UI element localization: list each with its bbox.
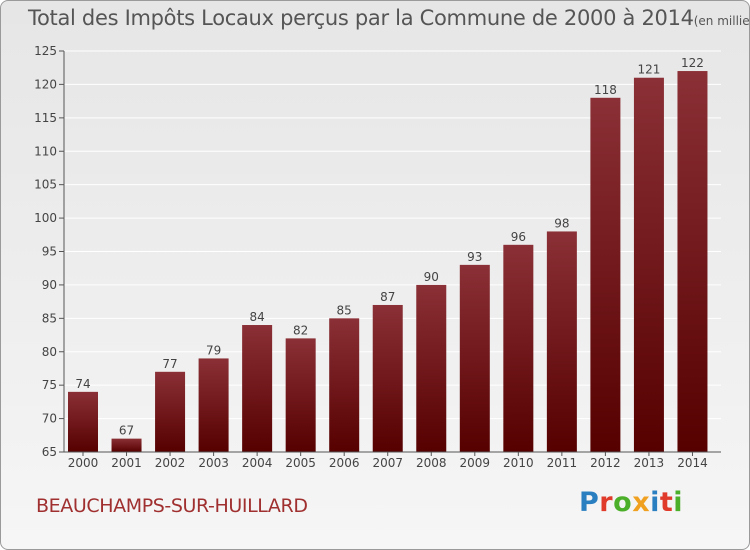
x-tick-label-2011: 2011 bbox=[547, 456, 578, 470]
bar-2006 bbox=[329, 318, 360, 452]
x-tick-label-2001: 2001 bbox=[111, 456, 142, 470]
y-tick-label: 90 bbox=[42, 278, 57, 292]
value-label-2004: 84 bbox=[249, 310, 264, 324]
x-tick-label-2002: 2002 bbox=[155, 456, 186, 470]
logo-letter: o bbox=[613, 487, 633, 518]
bar-2012 bbox=[590, 97, 621, 453]
y-tick-label: 85 bbox=[42, 311, 57, 325]
logo-letter: i bbox=[650, 487, 660, 518]
bar-2009 bbox=[459, 264, 490, 452]
y-tick-label: 70 bbox=[42, 412, 57, 426]
y-tick-label: 95 bbox=[42, 245, 57, 259]
y-tick-label: 80 bbox=[42, 345, 57, 359]
bar-2013 bbox=[633, 77, 664, 452]
bar-2000 bbox=[68, 391, 98, 452]
axes: 65 70 75 80 85 90 95 100 105 110 115 120 125 2000 2001… bbox=[34, 44, 721, 470]
logo-letter: r bbox=[599, 487, 614, 518]
value-label-2014: 122 bbox=[681, 56, 704, 70]
y-tick-label: 100 bbox=[34, 211, 57, 225]
value-label-2012: 118 bbox=[594, 83, 617, 97]
x-tick-label-2004: 2004 bbox=[242, 456, 273, 470]
y-tick-label: 125 bbox=[34, 44, 57, 58]
bar-2011 bbox=[546, 231, 577, 452]
bar-2005 bbox=[285, 338, 316, 452]
value-label-2007: 87 bbox=[380, 290, 395, 304]
y-tick-label: 120 bbox=[34, 77, 57, 91]
value-label-2003: 79 bbox=[206, 343, 221, 357]
logo-letter: P bbox=[579, 487, 600, 518]
bar-2008 bbox=[416, 284, 447, 452]
x-tick-label-2012: 2012 bbox=[590, 456, 621, 470]
value-labels: 74 67 77 79 84 82 85 87 90 93 96 98 118 121 122 bbox=[75, 56, 704, 438]
value-label-2009: 93 bbox=[467, 250, 482, 264]
logo-letter: x bbox=[632, 487, 651, 518]
logo-letter: i bbox=[673, 487, 684, 518]
value-label-2002: 77 bbox=[162, 357, 177, 371]
x-tick-label-2010: 2010 bbox=[503, 456, 534, 470]
bar-2010 bbox=[503, 244, 534, 452]
commune-name: BEAUCHAMPS-SUR-HUILLARD bbox=[36, 495, 308, 517]
y-tick-label: 105 bbox=[34, 178, 57, 192]
bar-2003 bbox=[198, 358, 229, 452]
value-label-2011: 98 bbox=[554, 216, 569, 230]
value-label-2001: 67 bbox=[119, 424, 134, 438]
x-tick-label-2014: 2014 bbox=[677, 456, 708, 470]
bar-2004 bbox=[242, 325, 273, 452]
chart-title-text: Total des Impôts Locaux perçus par la Co… bbox=[28, 6, 694, 30]
value-label-2005: 82 bbox=[293, 323, 308, 337]
proxiti-logo[interactable]: Proxiti bbox=[579, 487, 683, 518]
chart-unit: (en milliers d'€) bbox=[693, 14, 750, 28]
value-label-2000: 74 bbox=[75, 377, 90, 391]
value-label-2013: 121 bbox=[637, 63, 660, 77]
value-label-2008: 90 bbox=[424, 270, 439, 284]
x-tick-label-2008: 2008 bbox=[416, 456, 447, 470]
y-tick-label: 75 bbox=[42, 378, 57, 392]
x-tick-label-2013: 2013 bbox=[634, 456, 665, 470]
x-tick-label-2007: 2007 bbox=[372, 456, 403, 470]
logo-letter: t bbox=[659, 487, 674, 518]
y-tick-label: 65 bbox=[42, 445, 57, 459]
x-tick-label-2006: 2006 bbox=[329, 456, 360, 470]
x-tick-label-2005: 2005 bbox=[285, 456, 316, 470]
chart-title: Total des Impôts Locaux perçus par la Co… bbox=[28, 6, 750, 30]
bar-2001 bbox=[111, 438, 142, 452]
bar-2007 bbox=[372, 304, 403, 452]
bar-2002 bbox=[155, 371, 186, 452]
x-tick-label-2009: 2009 bbox=[460, 456, 491, 470]
x-tick-label-2003: 2003 bbox=[198, 456, 229, 470]
value-label-2006: 85 bbox=[337, 303, 352, 317]
y-tick-label: 110 bbox=[34, 144, 57, 158]
value-label-2010: 96 bbox=[511, 230, 526, 244]
x-tick-label-2000: 2000 bbox=[68, 456, 99, 470]
y-tick-label: 115 bbox=[34, 111, 57, 125]
bars bbox=[68, 71, 708, 453]
bar-2014 bbox=[677, 71, 708, 453]
